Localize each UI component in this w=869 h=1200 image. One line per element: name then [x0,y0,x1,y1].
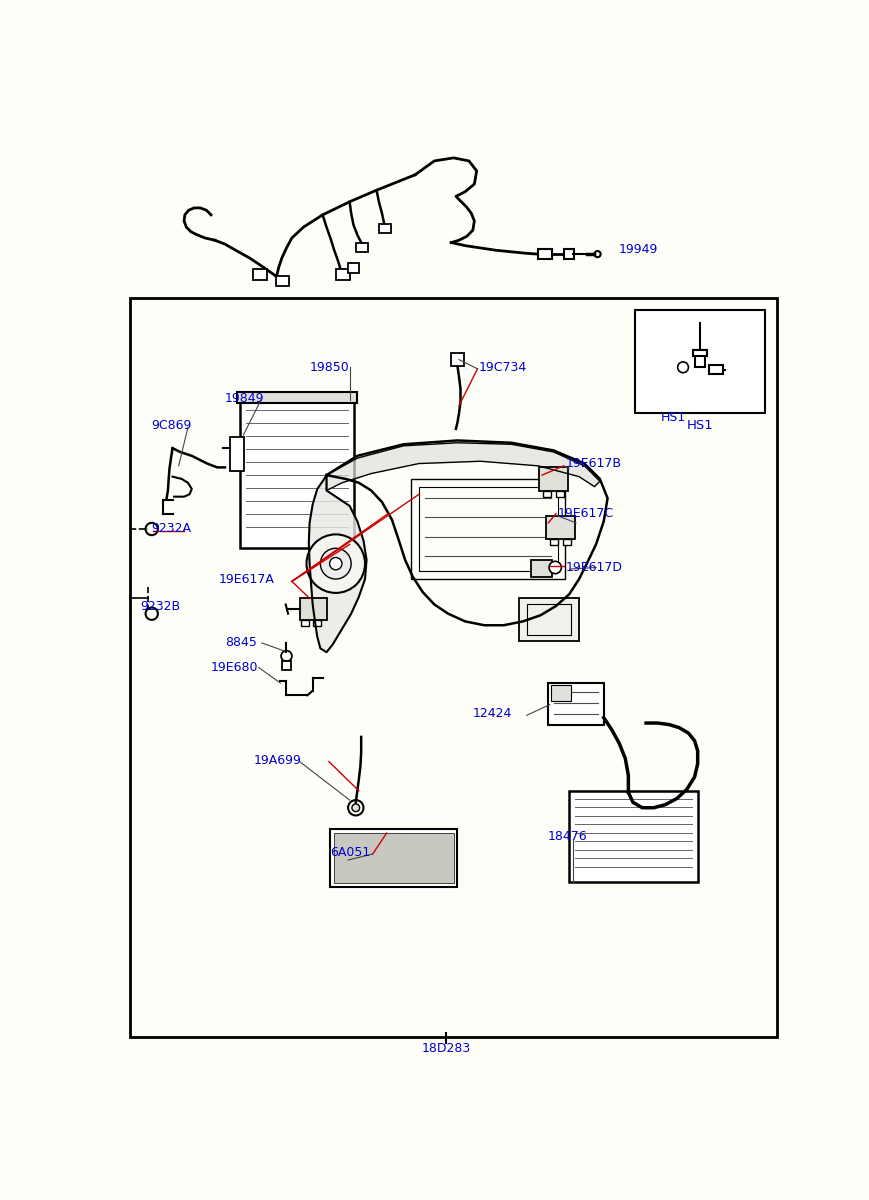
Bar [378,224,391,233]
Circle shape [329,558,342,570]
Bar [708,365,722,374]
Bar [451,354,463,366]
Bar [313,620,321,626]
Text: 8845: 8845 [224,636,256,649]
Bar [546,516,574,539]
Text: 18D283: 18D283 [421,1043,470,1055]
Bar [301,620,308,626]
Bar [693,349,706,355]
Bar [694,349,704,366]
Text: 19E680: 19E680 [211,661,258,674]
Bar [634,310,765,414]
Bar [334,833,453,883]
Bar [519,599,579,641]
Bar [130,298,776,1037]
Text: 19A699: 19A699 [253,754,301,767]
Bar [530,559,552,577]
Text: 6A051: 6A051 [330,846,370,859]
Bar [549,539,557,545]
Circle shape [548,562,561,574]
Bar [237,392,357,403]
Bar [555,491,563,497]
Bar [240,398,354,548]
Polygon shape [326,443,600,491]
Text: 9232A: 9232A [151,522,191,535]
Bar [282,661,291,670]
Text: 19E617C: 19E617C [557,508,613,520]
Text: 9232B: 9232B [140,600,180,612]
Polygon shape [326,440,607,625]
Bar [538,250,552,259]
Text: 19E617A: 19E617A [218,572,275,586]
Text: 19949: 19949 [619,242,658,256]
Bar [542,491,550,497]
Bar [547,683,603,725]
Bar [299,599,326,620]
Bar [330,829,457,887]
Bar [253,269,267,280]
Text: 19C734: 19C734 [479,361,527,373]
Bar [335,269,349,280]
Bar [411,479,565,580]
Bar [551,685,570,701]
Bar [355,242,368,252]
Text: 9C869: 9C869 [151,419,191,432]
Text: HS1: HS1 [686,419,713,432]
Bar [526,605,571,635]
Text: 19E617D: 19E617D [565,560,621,574]
Bar [539,468,567,491]
Bar [419,487,557,571]
Circle shape [306,534,365,593]
Text: 19E617B: 19E617B [565,457,620,470]
Text: 19849: 19849 [224,391,264,404]
Bar [562,539,570,545]
Circle shape [352,804,359,811]
Polygon shape [308,475,366,653]
Text: 18476: 18476 [547,830,587,844]
Circle shape [320,548,351,580]
Bar [230,437,244,472]
Text: 12424: 12424 [472,707,512,720]
Text: HS1: HS1 [660,410,685,424]
Bar [276,276,289,286]
Bar [348,263,358,272]
Text: 19850: 19850 [309,361,349,373]
Bar [563,250,574,259]
Bar [568,791,698,882]
